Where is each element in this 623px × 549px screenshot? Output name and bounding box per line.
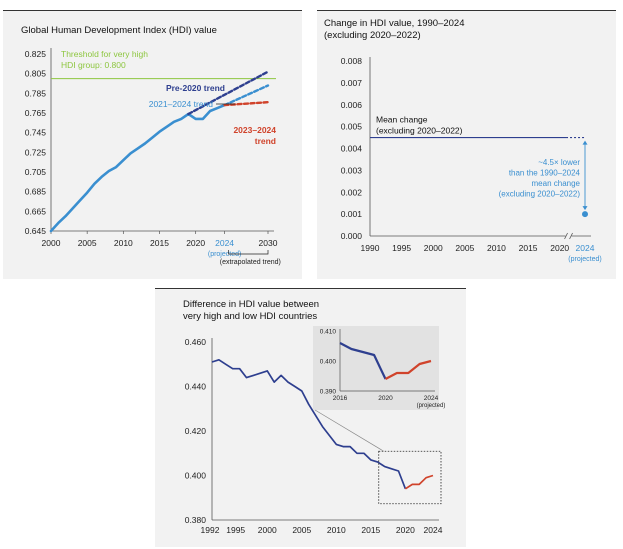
gap-line-observed [211, 358, 407, 490]
series-line-hdi [49, 103, 226, 233]
x-tick-label: 2020 [396, 525, 415, 535]
y-tick-label: 0.440 [185, 382, 207, 392]
extrapolated-bracket [228, 250, 269, 255]
y-tick-label: 0.007 [341, 78, 363, 88]
x-tick-label: 2024 [576, 243, 595, 253]
series-line-trend-2 [223, 84, 270, 107]
x-tick-label: 2000 [258, 525, 277, 535]
x-tick-label: 2005 [455, 243, 474, 253]
x-tick-label: 2020 [550, 243, 569, 253]
hdi-change-title-line2: (excluding 2020–2022) [324, 30, 421, 41]
inset-x-tick-label: 2016 [333, 395, 348, 402]
y-tick-label: 0.745 [25, 128, 47, 138]
arrowhead-up [582, 140, 588, 145]
pre2020-trend-label: Pre-2020 trend [166, 83, 225, 93]
y-tick-label: 0.705 [25, 167, 47, 177]
y-tick-label: 0.765 [25, 108, 47, 118]
x-tick-label: 1995 [226, 525, 245, 535]
inset-line-observed [339, 342, 387, 380]
y-tick-label: 0.003 [341, 165, 363, 175]
y-tick-label: 0.000 [341, 231, 363, 241]
inset-y-tick-label: 0.390 [320, 389, 337, 396]
y-tick-label: 0.825 [25, 49, 47, 59]
zoom-connector [314, 409, 384, 452]
hdi-value-panel: Global Human Development Index (HDI) val… [3, 10, 302, 279]
inset-y-tick-label: 0.400 [320, 359, 337, 366]
x-tick-label: 2005 [292, 525, 311, 535]
value-2024-point [582, 211, 588, 218]
x-tick-label: 1992 [201, 525, 220, 535]
projected-note: (projected) [568, 256, 601, 263]
hdi-value-chart: 0.825 0.805 0.785 0.765 0.745 0.725 0.705 0.685… [25, 48, 281, 266]
y-tick-label: 0.006 [341, 100, 363, 110]
inset-projected-note: (projected) [417, 403, 446, 409]
threshold-label-line1: Threshold for very high [61, 49, 148, 59]
inset-panel [313, 326, 439, 410]
x-tick-label: 2010 [114, 238, 133, 248]
hdi-change-chart: 0.008 0.007 0.006 0.005 0.004 0.003 0.002 0.001… [341, 56, 602, 263]
inset-x-tick-label: 2020 [378, 395, 393, 402]
y-tick-label: 0.665 [25, 206, 47, 216]
x-tick-label: 1995 [392, 243, 411, 253]
x-tick-label: 1990 [361, 243, 380, 253]
difference-note-line4: (excluding 2020–2022) [499, 190, 581, 199]
inset-x-tick-label: 2024 [424, 395, 439, 402]
zoom-region-box [378, 450, 442, 505]
x-tick-label: 2015 [150, 238, 169, 248]
y-tick-label: 0.002 [341, 187, 363, 197]
x-tick-label: 2000 [424, 243, 443, 253]
inset-line-post2020 [384, 359, 432, 380]
threshold-label-line2: HDI group: 0.800 [61, 60, 126, 70]
y-tick-label: 0.420 [185, 426, 207, 436]
trend-2324-label-line2: trend [255, 136, 276, 146]
y-tick-label: 0.805 [25, 69, 47, 79]
x-tick-label: 2024 [424, 525, 443, 535]
y-tick-label: 0.400 [185, 471, 207, 481]
axis-break-mark [564, 232, 573, 240]
extrapolated-note: (extrapolated trend) [220, 259, 281, 266]
trend-2124-label: 2021–2024 trend [149, 99, 214, 109]
x-tick-label: 2024 [215, 238, 234, 248]
x-tick-label: 2020 [186, 238, 205, 248]
hdi-change-panel: Change in HDI value, 1990–2024 (excludin… [317, 10, 616, 279]
arrowhead-down [582, 206, 588, 211]
difference-note-line3: mean change [532, 179, 581, 188]
inset-y-tick-label: 0.410 [320, 329, 337, 336]
x-tick-label: 2030 [259, 238, 278, 248]
x-tick-label: 2015 [361, 525, 380, 535]
x-tick-label: 2005 [78, 238, 97, 248]
hdi-gap-panel: Difference in HDI value between very hig… [155, 288, 466, 547]
y-tick-label: 0.004 [341, 144, 363, 154]
mean-change-label-line2: (excluding 2020–2022) [376, 126, 463, 136]
x-tick-label: 2010 [327, 525, 346, 535]
trend-2324-label-line1: 2023–2024 [233, 125, 276, 135]
hdi-gap-title: Difference in HDI value between very hig… [183, 299, 319, 323]
y-tick-label: 0.645 [25, 226, 47, 236]
gap-line-post2020 [404, 474, 434, 490]
series-line-trend-1 [187, 70, 270, 116]
y-tick-label: 0.005 [341, 122, 363, 132]
y-tick-label: 0.380 [185, 515, 207, 525]
hdi-gap-title-line1: Difference in HDI value between [183, 299, 320, 310]
difference-note-line2: than the 1990–2024 [509, 169, 581, 178]
y-tick-label: 0.001 [341, 209, 363, 219]
x-tick-label: 2010 [487, 243, 506, 253]
y-tick-label: 0.685 [25, 187, 47, 197]
projected-note: (projected) [208, 251, 241, 258]
hdi-gap-title-line2: very high and low HDI countries [183, 311, 318, 322]
y-tick-label: 0.725 [25, 147, 47, 157]
difference-note-line1: ~4.5× lower [538, 158, 580, 167]
series-line-trend-3 [223, 100, 270, 107]
x-tick-label: 2000 [42, 238, 61, 248]
hdi-change-title: Change in HDI value, 1990–2024 (excludin… [324, 18, 465, 42]
mean-change-label-line1: Mean change [376, 115, 428, 125]
y-tick-label: 0.008 [341, 56, 363, 66]
hdi-change-title-line1: Change in HDI value, 1990–2024 [324, 18, 465, 29]
hdi-value-title: Global Human Development Index (HDI) val… [21, 25, 217, 36]
y-tick-label: 0.460 [185, 337, 207, 347]
y-tick-label: 0.785 [25, 88, 47, 98]
x-tick-label: 2015 [519, 243, 538, 253]
